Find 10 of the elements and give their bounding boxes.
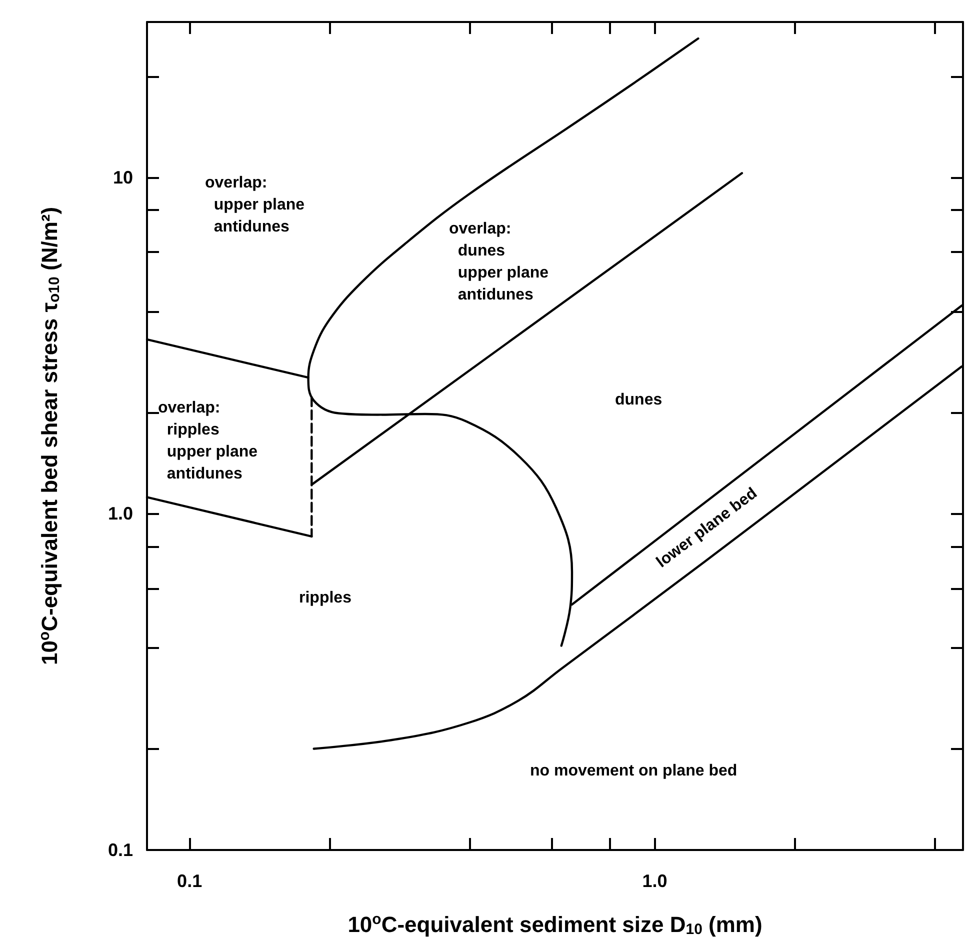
annotation: overlap: upper plane antidunes — [205, 174, 305, 236]
y-tick-label: 0.1 — [108, 840, 133, 860]
y-tick-label: 1.0 — [108, 504, 133, 524]
annotation: ripples — [299, 590, 352, 606]
annotation: overlap: dunes upper plane antidunes — [449, 220, 549, 304]
annotation: dunes — [615, 392, 662, 408]
annotation: no movement on plane bed — [530, 762, 738, 780]
y-tick-label: 10 — [112, 167, 133, 188]
y-axis-title: 10oC-equivalent bed shear stress τo10 (N/m²) — [36, 206, 63, 666]
annotation: overlap: ripples upper plane antidunes — [158, 400, 258, 482]
